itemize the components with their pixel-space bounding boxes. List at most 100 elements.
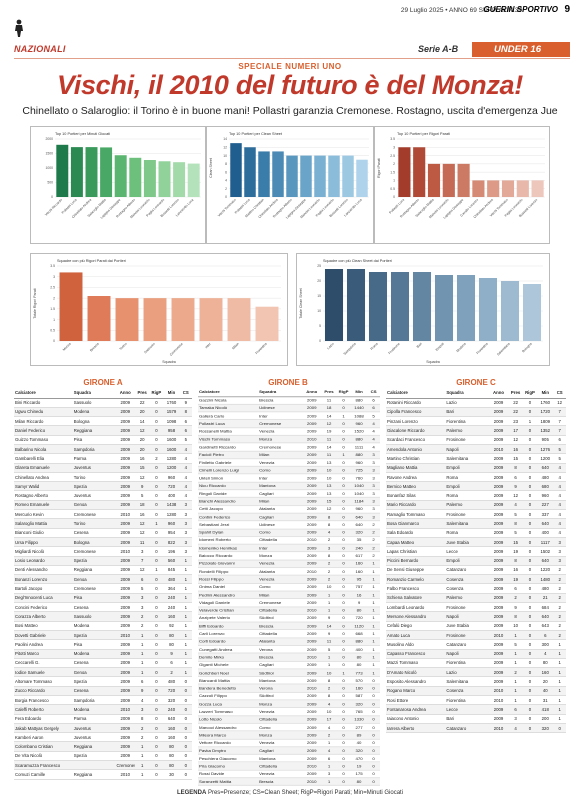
table-row: Pizzolato Giovanni Venezia 2009 2 0 160 1 <box>198 559 380 569</box>
chart-title: Squadre con più Rigori Parati dai Portie… <box>57 259 126 263</box>
table-cell: 0 <box>149 769 164 780</box>
table-cell: 0 <box>336 598 351 607</box>
table-row: Gazzini Nicola Brescia 2009 11 0 880 6 <box>198 396 380 405</box>
table-cell: 2009 <box>488 481 509 492</box>
table-cell: 4 <box>367 419 380 428</box>
table-cell: Brescia <box>258 396 302 405</box>
table-cell: Sebastiani Jerzi <box>198 520 259 530</box>
table-cell: 20 <box>135 407 150 418</box>
headline: Vischi, il 2010 del futuro è del Monza! <box>57 70 523 100</box>
table-cell: 5 <box>553 453 566 464</box>
table-row: Jakab Mattyas Gergely Juventus 2009 2 0 160 0 <box>14 723 192 734</box>
y-tick-label: 8 <box>225 162 227 166</box>
table-cell: 0 <box>149 472 164 483</box>
table-cell: Genoa <box>72 667 116 678</box>
table-row: Mario Riccardo Palermo 2009 4 0 227 4 <box>386 500 566 511</box>
table-cell: 2 <box>553 574 566 585</box>
table-cell: 0 <box>149 481 164 492</box>
table-cell: Mario Riccardo <box>386 500 446 511</box>
table-cell: 12 <box>135 528 150 538</box>
table-cell: 1760 <box>163 398 180 408</box>
table-cell: 0 <box>149 500 164 511</box>
table-cell: 12 <box>135 518 150 529</box>
table-cell: 1 <box>367 583 380 592</box>
table-cell: 0 <box>336 481 351 491</box>
table-row: Contini Federico Cagliari 2009 8 0 640 3 <box>198 513 380 522</box>
y-tick-label: 5 <box>319 324 321 328</box>
table-cell: 640 <box>537 463 554 473</box>
bar <box>244 147 256 197</box>
table-cell: 2 <box>321 536 337 545</box>
table-row: Capaa Matteo Juve Stabia 2009 15 0 1117 3 <box>386 537 566 548</box>
table-cell: 2009 <box>301 661 322 670</box>
table-row: Daniel Federico Reggiana 2009 12 0 958 6 <box>14 425 192 436</box>
table-cell: 2009 <box>301 746 322 755</box>
table-row: Bini Riccardo Sassuolo 2009 22 0 1760 9 <box>14 398 192 408</box>
table-cell: 2009 <box>488 602 509 613</box>
table-cell: 5 <box>508 509 523 520</box>
table-cell: 2009 <box>301 443 322 452</box>
table-cell: 560 <box>163 556 180 566</box>
table-cell: 2009 <box>115 398 136 408</box>
x-tick-label: Fiorentina <box>476 342 489 355</box>
table-cell: 0 <box>149 723 164 734</box>
table-cell: 640 <box>163 714 180 724</box>
table-cell: 1 <box>367 668 380 678</box>
table-row: Soranzetti Mattia Brescia 2010 1 0 80 0 <box>198 777 380 787</box>
table-cell: 0 <box>336 777 351 787</box>
table-row: Amendola Antonio Napoli 2010 16 0 1276 5 <box>386 444 566 455</box>
table-cell: 3 <box>367 489 380 498</box>
table-cell: 13 <box>321 458 337 467</box>
table-cell: 0 <box>336 754 351 763</box>
table-row: Cefalù Diego Juve Stabia 2009 10 0 643 2 <box>386 621 566 631</box>
table-cell: Milan <box>258 497 302 506</box>
table-cell: 1 <box>135 751 150 762</box>
bar <box>143 298 167 341</box>
table-cell: 4 <box>553 528 566 538</box>
table-cell: 5 <box>508 528 523 538</box>
table-cell: Lapas Christian <box>386 546 446 557</box>
table-cell: Lazio <box>445 667 489 678</box>
table-cell: 2009 <box>301 458 322 467</box>
table-cell: 480 <box>537 583 554 594</box>
table-cell: Modena <box>72 704 116 715</box>
table-cell: 5 <box>508 639 523 650</box>
table-cell: 0 <box>149 574 164 585</box>
table-cell: 0 <box>336 505 351 514</box>
table-cell: Parma <box>72 714 116 724</box>
table-cell: 13 <box>321 481 337 491</box>
table-cell: 0 <box>522 481 538 492</box>
table-cell: 12 <box>135 565 150 576</box>
table-cell: Facioli Pietro <box>198 450 259 460</box>
table-cell: Sala Edoardo <box>386 528 446 538</box>
table-row: Biancardi Mattia Mantova 2009 8 0 570 0 <box>198 676 380 685</box>
bar <box>100 147 113 197</box>
table-cell: 20 <box>135 444 150 455</box>
table-cell: 1 <box>179 621 192 631</box>
table-cell: 0 <box>179 676 192 687</box>
table-cell: 0 <box>336 692 351 701</box>
x-tick-label: Frosinone <box>388 342 401 355</box>
table-cell: 4 <box>553 518 566 529</box>
column-header: Pres <box>135 388 150 399</box>
table-cell: 160 <box>350 559 368 569</box>
table-cell: 400 <box>350 645 368 654</box>
table-cell: Schiena Salvatore <box>386 593 446 604</box>
bar <box>456 275 476 341</box>
table-cell: 320 <box>163 695 180 706</box>
table-cell: Vischi Tommaso <box>198 435 259 444</box>
table-cell: 3 <box>367 481 380 491</box>
table-cell: Esposito Alessandro <box>386 676 446 687</box>
x-axis-label: Squadra <box>426 360 440 364</box>
table-row: Caleffi Roberto Modena 2010 3 0 240 0 <box>14 704 192 715</box>
table-cell: 4 <box>553 490 566 501</box>
table-cell: Pria Giacomo <box>198 762 259 771</box>
table-cell: 0 <box>336 606 351 615</box>
table-cell: Cunegatti Andrea <box>198 645 259 654</box>
table-row: Pedrini Alessandro Milan 2009 1 0 16 1 <box>198 590 380 600</box>
table-cell: 17 <box>321 715 337 724</box>
bar <box>143 159 156 197</box>
y-tick-label: 6 <box>225 170 227 174</box>
table-cell: 95 <box>350 575 368 584</box>
table-cell: 2009 <box>488 667 509 678</box>
